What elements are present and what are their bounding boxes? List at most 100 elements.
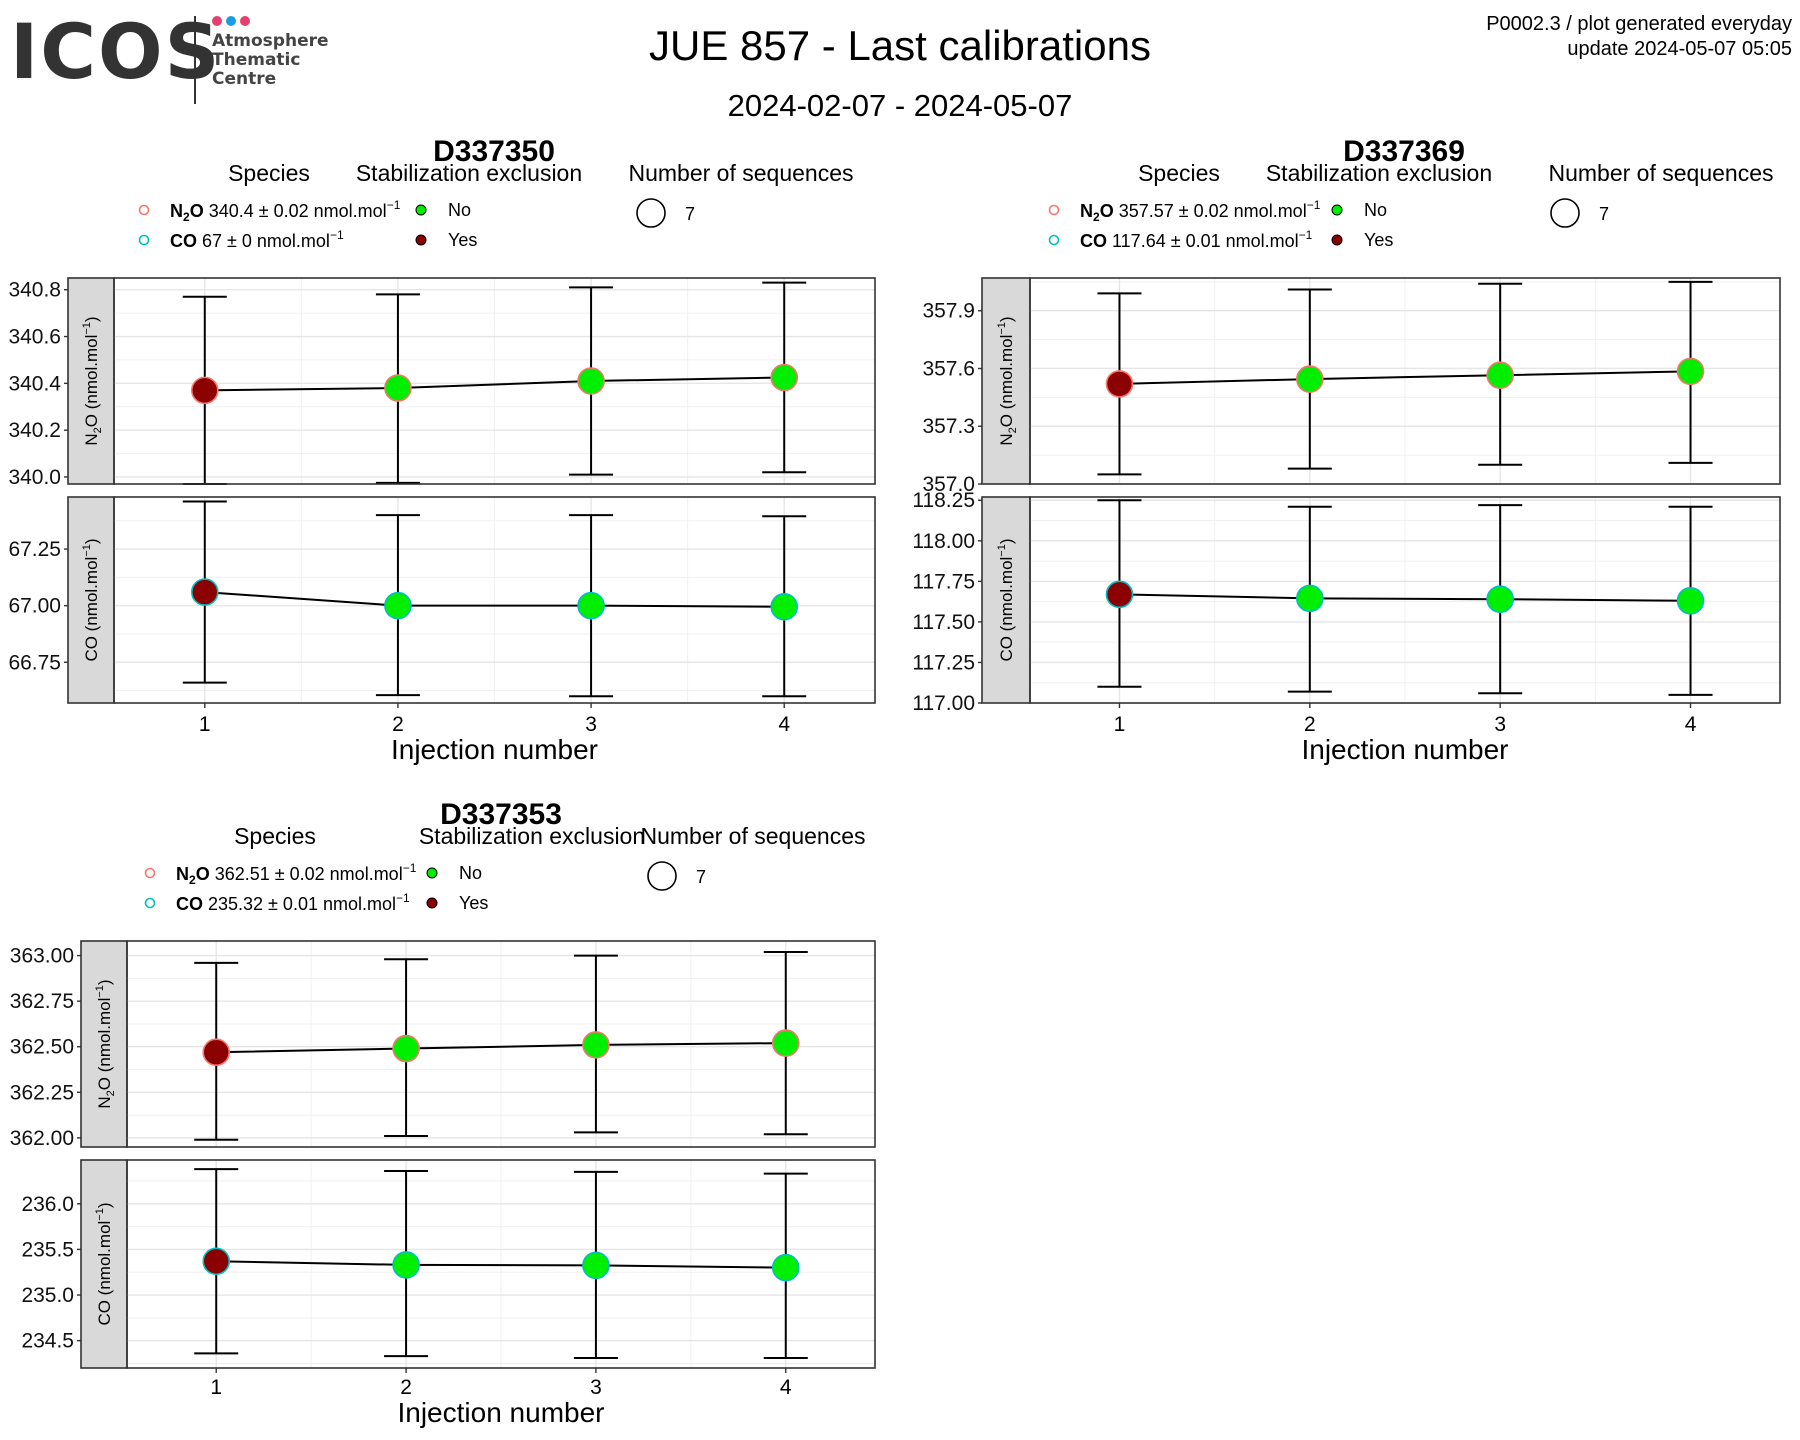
x-tick-label: 1: [210, 1376, 222, 1399]
legend-co-value: 117.64 ± 0.01 nmol.mol: [1107, 231, 1299, 251]
legend-key-no: [426, 867, 438, 879]
y-tick-label: 363.00: [10, 945, 74, 968]
legend-entry-n2o: N2O 340.4 ± 0.02 nmol.mol−1: [170, 198, 401, 224]
data-point: [582, 1031, 610, 1059]
x-tick-label: 2: [392, 713, 404, 736]
legend-title-sequences: Number of sequences: [628, 160, 853, 186]
data-point: [582, 1251, 610, 1280]
x-tick-label: 4: [1685, 713, 1697, 736]
legend-label-sequences: 7: [1599, 204, 1609, 224]
legend-n2o-value: 362.51 ± 0.02 nmol.mol: [210, 864, 403, 884]
x-tick-label: 3: [1494, 713, 1506, 736]
x-tick-label: 2: [400, 1376, 412, 1399]
ylabel-sub: 2: [105, 1090, 117, 1096]
legend-n2o-symbol: N: [1080, 201, 1093, 221]
panel-n2o: N2O (nmol.mol−1) 362.00 362.25 362.50 362.75…: [10, 940, 876, 1150]
legend-n2o-subscript: 2: [1093, 210, 1100, 224]
panel-n2o: N2O (nmol.mol−1) 357.0 357.3 357.6 357.9: [922, 277, 1781, 496]
panel-strip: [981, 496, 1031, 704]
legend-key-sequences: [647, 861, 677, 891]
legend-co-unit-exponent: −1: [1299, 228, 1313, 242]
y-tick-label: 340.2: [8, 419, 61, 442]
data-point: [202, 1247, 231, 1276]
data-point: [771, 1029, 800, 1057]
legend-key-no: [415, 204, 427, 216]
generation-info-line-1: P0002.3 / plot generated everyday: [1486, 13, 1792, 35]
panel-strip: [67, 277, 115, 485]
icos-logo-word: ICOS: [10, 7, 222, 96]
ylabel-sub: 2: [1007, 427, 1019, 433]
data-point: [392, 1251, 420, 1279]
data-point: [1105, 580, 1134, 609]
y-tick-label: 340.0: [8, 466, 61, 489]
x-tick-label: 4: [780, 1376, 792, 1399]
page-title: JUE 857 - Last calibrations: [649, 22, 1151, 69]
panel-ylabel: N2O (nmol.mol−1): [81, 316, 104, 445]
ylabel-text: CO (nmol.mol: [997, 557, 1016, 662]
legend-title-sequences: Number of sequences: [640, 823, 865, 849]
panel-n2o: N2O (nmol.mol−1) 340.0 340.2 340.4 340.6 340.…: [8, 277, 876, 489]
legend-n2o-unit-exponent: −1: [387, 198, 401, 212]
logo-dot-2: [226, 16, 236, 26]
ylabel-close: ): [95, 979, 114, 985]
data-point: [202, 1038, 231, 1067]
legend-key-n2o: [138, 204, 150, 216]
x-tick-label: 4: [778, 713, 790, 736]
logo-line-1: Atmosphere: [212, 31, 329, 51]
legend-co-symbol: CO: [170, 231, 197, 251]
ylabel-exponent: −1: [81, 544, 93, 557]
data-point: [771, 1253, 800, 1282]
chart-D337350: D337350 Species Stabilization exclusion Num…: [8, 135, 876, 765]
panel-ylabel: N2O (nmol.mol−1): [996, 316, 1019, 445]
data-point: [384, 374, 412, 402]
panel-border: [126, 940, 876, 1148]
legend-n2o-value: 357.57 ± 0.02 nmol.mol: [1114, 201, 1307, 221]
data-point: [770, 592, 799, 621]
y-tick-label: 357.9: [922, 300, 975, 323]
legend-title-sequences: Number of sequences: [1548, 160, 1773, 186]
legend-label-no: No: [459, 863, 482, 883]
panel-ylabel: CO (nmol.mol−1): [81, 538, 101, 661]
panel-strip: [80, 940, 128, 1148]
x-axis-label: Injection number: [1301, 734, 1508, 765]
y-tick-label: 357.6: [922, 357, 975, 380]
data-point: [770, 363, 799, 392]
panel-ylabel: N2O (nmol.mol−1): [94, 979, 117, 1108]
logo-dot-1: [212, 16, 222, 26]
panel-ylabel: CO (nmol.mol−1): [996, 538, 1016, 661]
ylabel-close: ): [82, 316, 101, 322]
legend-key-yes: [415, 234, 427, 246]
x-tick-label: 1: [1114, 713, 1126, 736]
logo-line-3: Centre: [212, 69, 277, 89]
panel-border: [113, 277, 876, 485]
y-tick-label: 118.25: [912, 489, 975, 512]
ylabel-exponent: −1: [94, 985, 106, 998]
y-tick-label: 357.3: [922, 415, 975, 438]
ylabel-close: ): [95, 1202, 114, 1208]
panel-co: CO (nmol.mol−1) 117.00 117.25 117.50 117.75 1…: [912, 489, 1781, 715]
generation-info-line-2: update 2024-05-07 05:05: [1567, 38, 1792, 60]
chart-D337369: D337369 Species Stabilization exclusion Num…: [912, 135, 1781, 765]
data-point: [1105, 370, 1134, 398]
legend-title-stabilization: Stabilization exclusion: [1266, 160, 1492, 186]
legend-key-sequences: [636, 198, 666, 228]
y-tick-label: 362.75: [10, 990, 74, 1013]
y-tick-label: 362.50: [10, 1036, 74, 1059]
y-tick-label: 362.25: [10, 1081, 74, 1104]
legend-n2o-unit-exponent: −1: [1307, 198, 1321, 212]
ylabel-exponent: −1: [81, 322, 93, 335]
legend-n2o-symbol: N: [170, 201, 183, 221]
legend-title-species: Species: [234, 823, 316, 849]
panel-border: [113, 496, 876, 704]
data-point: [1486, 361, 1514, 390]
series-line: [1119, 593, 1691, 602]
y-tick-label: 118.00: [912, 530, 975, 553]
legend-n2o-symbol-end: O: [196, 864, 210, 884]
legend-key-n2o: [144, 867, 156, 879]
ylabel-close: ): [82, 538, 101, 544]
legend-key-co: [138, 234, 150, 246]
series-line: [1119, 370, 1691, 385]
y-tick-label: 117.50: [912, 611, 975, 634]
